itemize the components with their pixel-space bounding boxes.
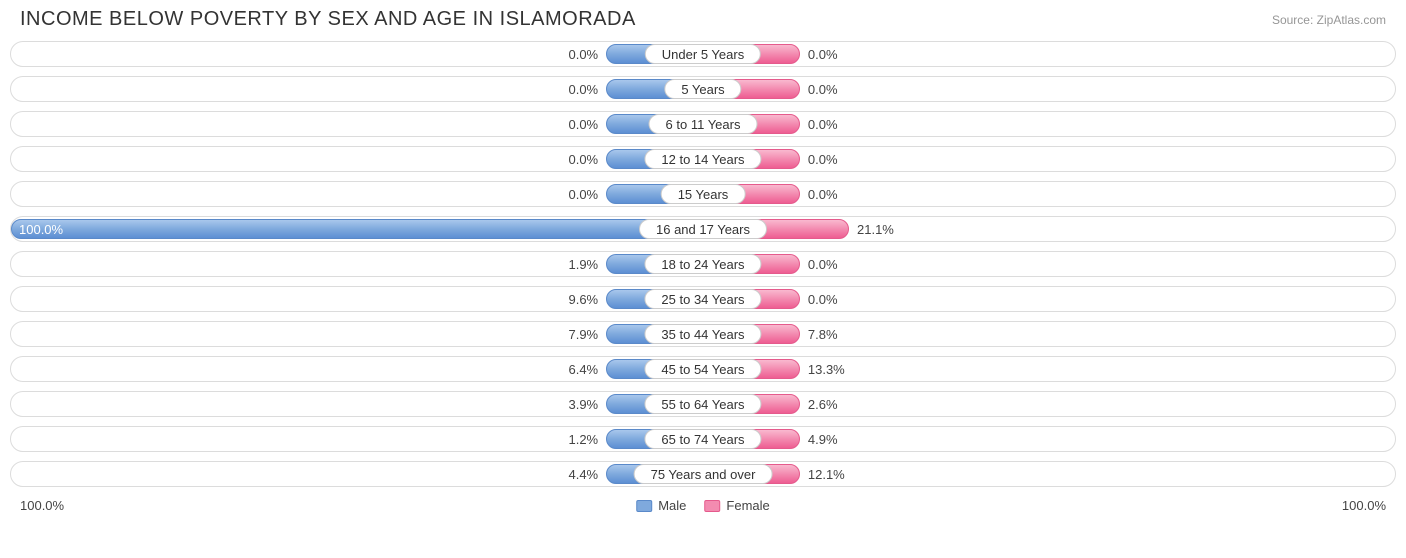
age-label: 45 to 54 Years — [644, 359, 761, 379]
age-label: 65 to 74 Years — [644, 429, 761, 449]
age-label: 25 to 34 Years — [644, 289, 761, 309]
age-label: 55 to 64 Years — [644, 394, 761, 414]
female-value: 0.0% — [808, 182, 838, 206]
male-value: 9.6% — [568, 287, 598, 311]
age-label: 16 and 17 Years — [639, 219, 767, 239]
female-swatch-icon — [704, 500, 720, 512]
age-label: 35 to 44 Years — [644, 324, 761, 344]
chart-row: 1.9% 0.0% 18 to 24 Years — [10, 251, 1396, 277]
female-value: 0.0% — [808, 77, 838, 101]
male-value: 6.4% — [568, 357, 598, 381]
chart-row: 100.0% 21.1% 16 and 17 Years — [10, 216, 1396, 242]
age-label: 75 Years and over — [634, 464, 773, 484]
legend-male-label: Male — [658, 498, 686, 513]
chart-row: 0.0% 0.0% 5 Years — [10, 76, 1396, 102]
chart-footer: 100.0% Male Female 100.0% — [0, 496, 1406, 513]
chart-row: 1.2% 4.9% 65 to 74 Years — [10, 426, 1396, 452]
male-swatch-icon — [636, 500, 652, 512]
legend: Male Female — [636, 498, 770, 513]
male-value: 3.9% — [568, 392, 598, 416]
male-value: 100.0% — [19, 217, 63, 241]
chart-row: 0.0% 0.0% 15 Years — [10, 181, 1396, 207]
age-label: 12 to 14 Years — [644, 149, 761, 169]
age-label: 5 Years — [664, 79, 741, 99]
female-value: 21.1% — [857, 217, 894, 241]
axis-left-label: 100.0% — [20, 498, 64, 513]
female-value: 0.0% — [808, 112, 838, 136]
age-label: 18 to 24 Years — [644, 254, 761, 274]
chart-row: 6.4% 13.3% 45 to 54 Years — [10, 356, 1396, 382]
female-value: 7.8% — [808, 322, 838, 346]
male-value: 1.9% — [568, 252, 598, 276]
female-value: 0.0% — [808, 252, 838, 276]
male-bar — [11, 219, 703, 239]
female-value: 0.0% — [808, 287, 838, 311]
male-value: 4.4% — [568, 462, 598, 486]
age-label: 15 Years — [661, 184, 746, 204]
chart-row: 9.6% 0.0% 25 to 34 Years — [10, 286, 1396, 312]
chart-row: 4.4% 12.1% 75 Years and over — [10, 461, 1396, 487]
chart-row: 0.0% 0.0% Under 5 Years — [10, 41, 1396, 67]
chart-title: INCOME BELOW POVERTY BY SEX AND AGE IN I… — [20, 8, 636, 31]
female-value: 0.0% — [808, 42, 838, 66]
chart-area: 0.0%0.0%Under 5 Years0.0%0.0%5 Years0.0%… — [0, 35, 1406, 487]
female-value: 13.3% — [808, 357, 845, 381]
male-value: 0.0% — [568, 77, 598, 101]
legend-female-label: Female — [726, 498, 769, 513]
chart-header: INCOME BELOW POVERTY BY SEX AND AGE IN I… — [0, 0, 1406, 35]
male-value: 1.2% — [568, 427, 598, 451]
chart-row: 0.0% 0.0% 12 to 14 Years — [10, 146, 1396, 172]
male-value: 0.0% — [568, 182, 598, 206]
chart-source: Source: ZipAtlas.com — [1272, 13, 1386, 27]
female-value: 2.6% — [808, 392, 838, 416]
legend-male: Male — [636, 498, 686, 513]
chart-row: 7.9% 7.8% 35 to 44 Years — [10, 321, 1396, 347]
male-value: 0.0% — [568, 112, 598, 136]
chart-row: 3.9% 2.6% 55 to 64 Years — [10, 391, 1396, 417]
legend-female: Female — [704, 498, 769, 513]
female-value: 0.0% — [808, 147, 838, 171]
age-label: Under 5 Years — [645, 44, 761, 64]
male-value: 0.0% — [568, 42, 598, 66]
axis-right-label: 100.0% — [1342, 498, 1386, 513]
chart-row: 0.0% 0.0% 6 to 11 Years — [10, 111, 1396, 137]
age-label: 6 to 11 Years — [649, 114, 758, 134]
male-value: 0.0% — [568, 147, 598, 171]
male-value: 7.9% — [568, 322, 598, 346]
female-value: 12.1% — [808, 462, 845, 486]
female-value: 4.9% — [808, 427, 838, 451]
